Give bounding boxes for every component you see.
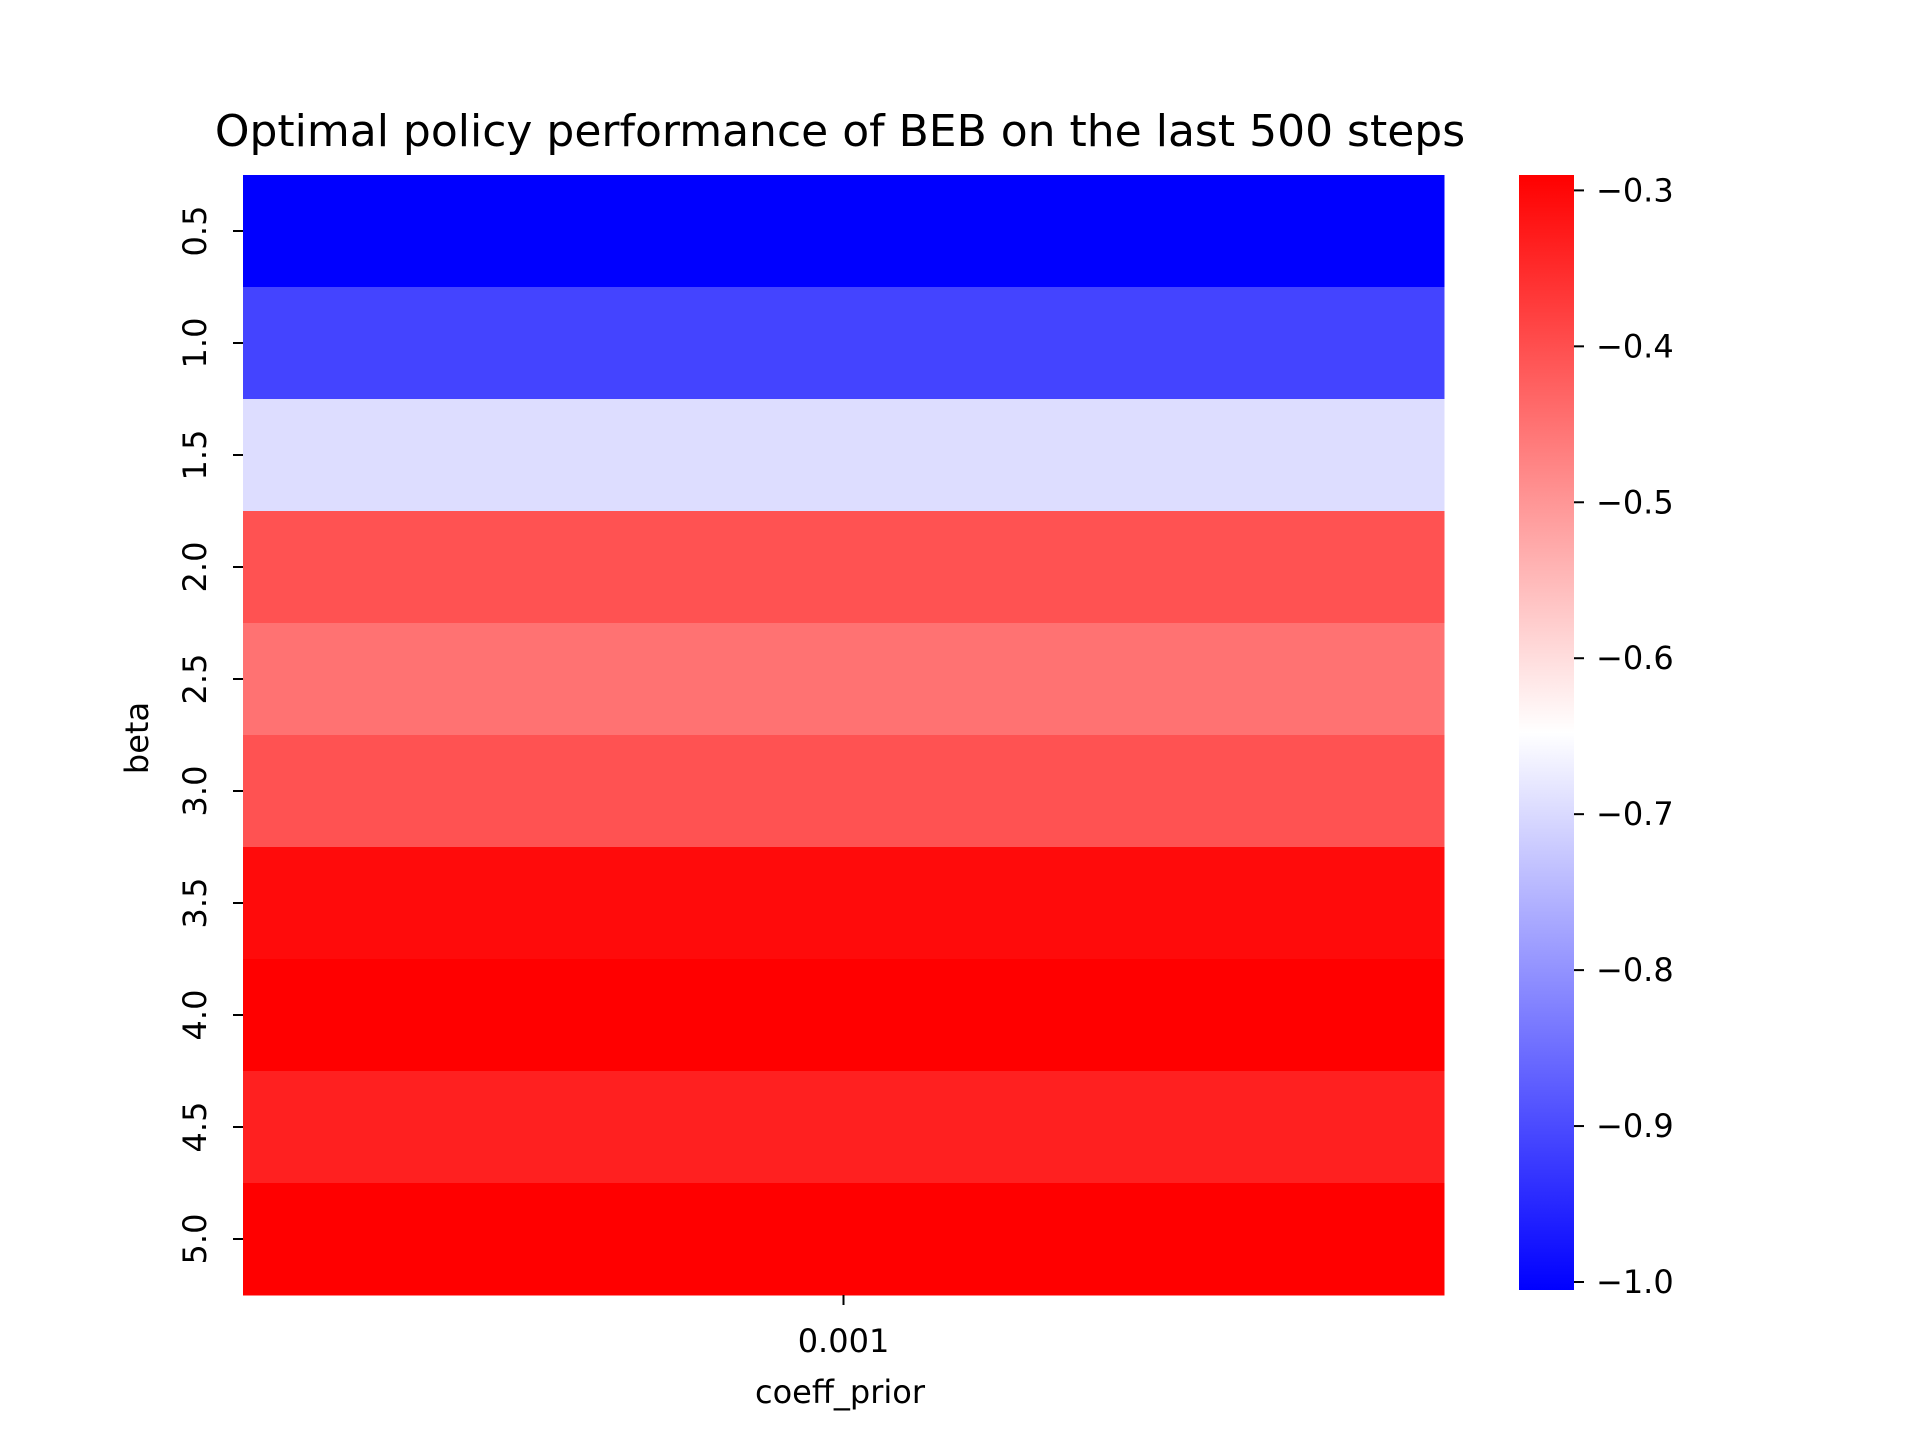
chart-title: Optimal policy performance of BEB on the… (215, 106, 1465, 157)
y-axis-ticks: 0.5 1.0 1.5 2.0 2.5 3.0 3.5 4.0 4.5 5.0 (176, 206, 243, 1265)
colorbar-tick-label: −0.4 (1596, 327, 1674, 365)
x-tick-label: 0.001 (798, 1322, 890, 1360)
colorbar-tick-label: −0.6 (1596, 639, 1674, 677)
heatmap-cell (243, 623, 1445, 736)
colorbar-tick-label: −0.5 (1596, 483, 1674, 521)
y-tick-label: 2.5 (176, 654, 214, 705)
y-tick-label: 4.0 (176, 990, 214, 1041)
heatmap-cell (243, 847, 1445, 960)
y-tick-label: 1.5 (176, 430, 214, 481)
heatmap-cell (243, 1183, 1445, 1296)
y-axis-label: beta (118, 702, 156, 774)
colorbar (1519, 175, 1574, 1290)
x-axis-ticks: 0.001 (798, 1295, 890, 1360)
colorbar-tick-label: −0.8 (1596, 951, 1674, 989)
colorbar-tick-label: −0.7 (1596, 795, 1674, 833)
y-tick-label: 5.0 (176, 1214, 214, 1265)
heatmap-cell (243, 511, 1445, 624)
y-tick-label: 2.0 (176, 542, 214, 593)
colorbar-tick-label: −1.0 (1596, 1263, 1674, 1301)
heatmap-cell (243, 287, 1445, 400)
colorbar-tick-label: −0.3 (1596, 171, 1674, 209)
heatmap-cell (243, 959, 1445, 1072)
heatmap-cells (243, 175, 1445, 1296)
colorbar-ticks: −0.3 −0.4 −0.5 −0.6 −0.7 −0.8 −0.9 −1.0 (1574, 171, 1674, 1301)
y-tick-label: 3.5 (176, 878, 214, 929)
heatmap-cell (243, 399, 1445, 512)
heatmap-cell (243, 735, 1445, 848)
heatmap-cell (243, 1071, 1445, 1184)
y-tick-label: 4.5 (176, 1102, 214, 1153)
x-axis-label: coeff_prior (755, 1373, 926, 1411)
y-tick-label: 3.0 (176, 766, 214, 817)
colorbar-tick-label: −0.9 (1596, 1107, 1674, 1145)
y-tick-label: 1.0 (176, 318, 214, 369)
y-tick-label: 0.5 (176, 206, 214, 257)
heatmap-cell (243, 175, 1445, 288)
